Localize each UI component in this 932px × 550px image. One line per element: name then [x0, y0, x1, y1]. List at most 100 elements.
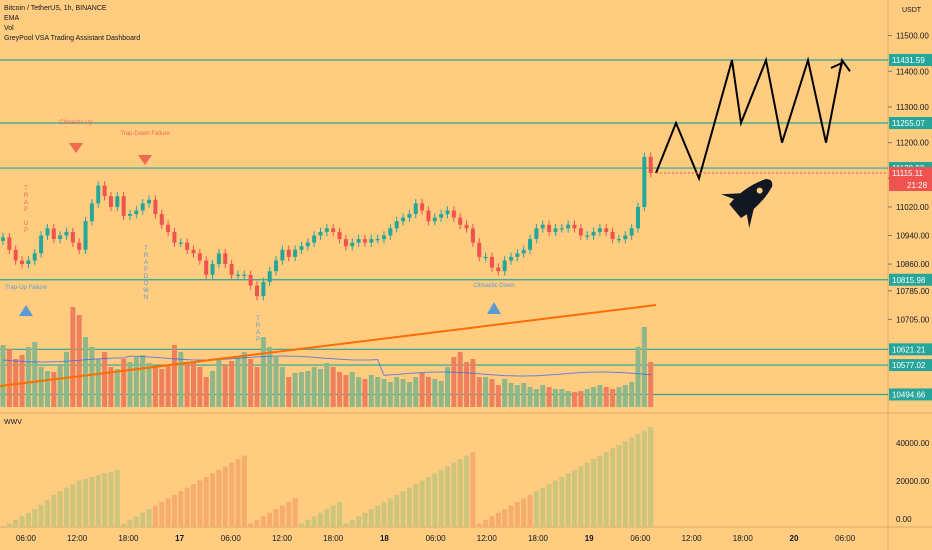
wwv-bar [629, 437, 635, 527]
countdown-label: 21:28 [907, 181, 928, 190]
wwv-bar [648, 427, 654, 527]
time-tick-label: 19 [585, 534, 594, 543]
wwv-bar [318, 512, 323, 527]
wwv-bar [362, 512, 368, 527]
wwv-bar [514, 502, 520, 527]
volume-bar [159, 369, 165, 407]
candle-body [293, 249, 298, 257]
wwv-pane-label[interactable]: WWV [4, 419, 22, 426]
candle-body [547, 224, 552, 232]
volume-bar [203, 377, 209, 407]
volume-bar [368, 375, 374, 407]
candle-body [305, 242, 310, 247]
time-tick-label: 06:00 [630, 534, 651, 543]
volume-bar [229, 361, 235, 407]
candle-body [191, 249, 196, 254]
time-tick-label: 12:00 [272, 534, 293, 543]
volume-bar [248, 359, 254, 407]
wwv-bar [165, 498, 171, 527]
volume-bar [286, 377, 292, 407]
volume-bar [425, 377, 431, 407]
level-label-box [889, 388, 932, 401]
time-tick-label: 18:00 [733, 534, 754, 543]
volume-bar [44, 371, 50, 407]
volume-bar [337, 372, 343, 407]
candle-body [39, 235, 44, 254]
level-label-box [889, 343, 932, 356]
wwv-bar [191, 484, 196, 527]
level-label: 10577.02 [892, 361, 926, 370]
wwv-bar [267, 512, 273, 527]
time-tick-label: 20 [790, 534, 799, 543]
volume-bar [438, 381, 444, 407]
ema-line [0, 304, 657, 387]
candle-body [489, 256, 494, 268]
candle-body [432, 217, 437, 222]
wwv-bar [622, 441, 628, 527]
candle-body [477, 242, 482, 257]
wwv-bar [584, 462, 590, 527]
wwv-bar [273, 509, 279, 527]
wwv-bar [559, 477, 565, 527]
climactic-down-marker [487, 302, 501, 314]
wwv-bar [521, 498, 527, 527]
projection-arrowhead [830, 61, 844, 75]
volume-bar [432, 379, 438, 407]
candle-body [413, 203, 418, 215]
wwv-bar [216, 469, 222, 527]
wwv-bar [470, 452, 476, 527]
candle-body [280, 249, 285, 261]
price-tick-label: 10785.00 [896, 287, 930, 296]
rocket-fin-top [721, 193, 741, 200]
price-tick-label: 11500.00 [896, 32, 929, 41]
candle-body [629, 228, 634, 236]
candle-body [13, 249, 18, 261]
wwv-bar [368, 509, 374, 527]
candle-body [140, 203, 145, 211]
candle-body [356, 239, 361, 243]
trap-down-failure-marker [138, 155, 152, 165]
volume-bar [533, 389, 539, 407]
volume-bar [394, 377, 400, 407]
wwv-bar [95, 475, 101, 527]
volume-bar [114, 369, 120, 407]
volume-bar [495, 385, 501, 407]
price-tick-label: 11300.00 [896, 103, 929, 112]
volume-indicator-label[interactable]: Vol [4, 25, 14, 32]
vsa-indicator-label[interactable]: GreyPool VSA Trading Assistant Dashboard [4, 35, 141, 42]
level-label: 10494.66 [892, 390, 926, 399]
wwv-bar [457, 459, 463, 527]
candle-body [636, 206, 640, 229]
candle-body [566, 224, 571, 229]
wwv-bar [222, 466, 228, 527]
candle-body [1, 237, 5, 241]
last-price-label: 11115.11 [892, 169, 924, 178]
ema-indicator-label[interactable]: EMA [4, 15, 20, 22]
volume-bar [260, 337, 266, 407]
rocket-fin-bottom [746, 208, 754, 228]
candle-body [553, 228, 558, 232]
wwv-bar [445, 466, 450, 527]
candle-body [394, 221, 399, 229]
volume-bar [578, 391, 584, 407]
volume-bar [489, 379, 495, 407]
candle-body [350, 242, 355, 247]
volume-bar [102, 352, 108, 407]
candle-body [375, 239, 380, 241]
price-tick-label: 11400.00 [896, 67, 929, 76]
volume-bars [0, 307, 654, 407]
wwv-bar [83, 478, 89, 527]
volume-bar [419, 373, 425, 407]
level-label: 11431.59 [892, 56, 925, 65]
symbol-title[interactable]: Bitcoin / TetherUS, 1h, BINANCE [4, 5, 107, 12]
candle-body [185, 242, 190, 250]
wwv-tick-label: 20000.00 [896, 477, 930, 486]
candle-body [248, 274, 253, 286]
candle-body [559, 228, 564, 230]
wwv-bar [38, 504, 44, 527]
candle-body [20, 260, 25, 265]
wwv-bar [324, 509, 330, 527]
volume-bar [591, 387, 597, 407]
